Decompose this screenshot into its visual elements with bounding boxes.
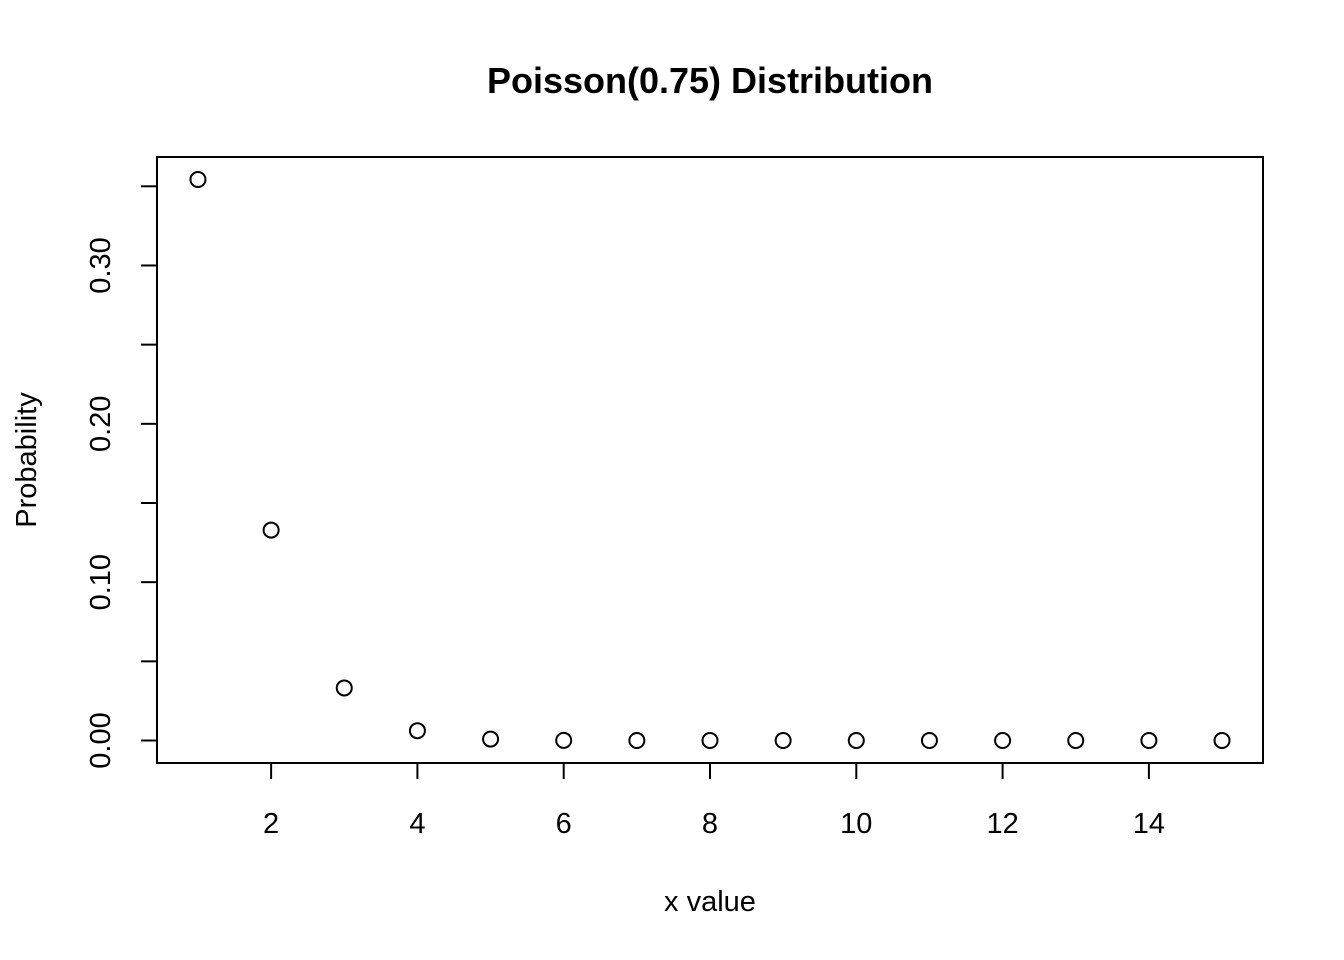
y-tick-label: 0.00 [85,712,117,768]
data-point [1067,732,1085,750]
data-point [847,732,865,750]
y-tick-label: 0.10 [85,554,117,610]
x-tick-label: 10 [840,808,872,840]
x-tick-label: 2 [263,808,279,840]
x-axis-label: x value [664,886,756,918]
x-tick-label: 4 [409,808,425,840]
y-axis-label: Probability [11,392,43,528]
data-point [482,730,500,748]
data-points [189,170,1231,750]
x-tick-label: 14 [1133,808,1165,840]
data-point [1213,732,1231,750]
data-point [1140,732,1158,750]
x-tick-label: 12 [986,808,1018,840]
data-point [994,732,1012,750]
chart-title: Poisson(0.75) Distribution [487,60,933,101]
data-point [555,731,573,749]
data-point [408,722,426,740]
data-point [774,732,792,750]
data-point [701,732,719,750]
x-tick-label: 8 [702,808,718,840]
y-axis: 0.00 0.10 0.20 0.30 [85,185,158,769]
x-tick-label: 6 [556,808,572,840]
data-point [920,732,938,750]
y-tick-label: 0.20 [85,396,117,452]
data-point [262,521,280,539]
plot-frame [156,156,1264,764]
data-point [189,170,207,188]
data-point [628,732,646,750]
y-tick-label: 0.30 [85,237,117,293]
data-point [335,679,353,697]
x-axis: 2 4 6 8 10 12 14 [263,762,1165,840]
